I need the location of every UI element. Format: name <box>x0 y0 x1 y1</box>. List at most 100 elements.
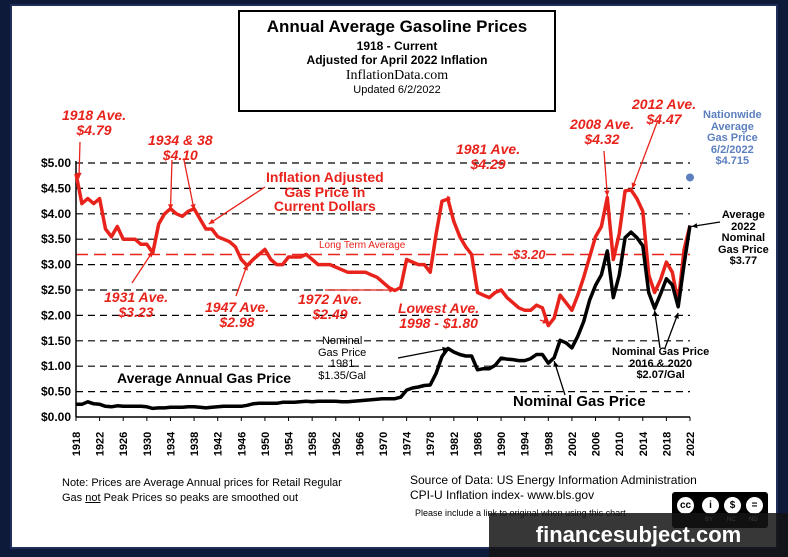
y-tick-label: $4.50 <box>41 181 71 195</box>
y-tick-label: $1.00 <box>41 359 71 373</box>
arrow-head <box>553 361 559 368</box>
noncommercial-icon: $ <box>724 497 741 514</box>
nominal-price-line <box>76 225 692 411</box>
cc-icon: cc <box>677 497 694 514</box>
annotation-line: 1981 <box>329 358 355 371</box>
x-tick-label: 1998 <box>543 432 555 456</box>
annotation-arrow <box>631 119 659 189</box>
x-tick-label: 1922 <box>95 432 107 456</box>
x-tick-label: 1970 <box>378 432 390 456</box>
annotation-line: Gas Price <box>718 243 769 256</box>
x-tick-label: 1938 <box>189 432 201 456</box>
annotation-nominal-label: Nominal Gas Price <box>513 394 646 410</box>
source-line-1: Source of Data: US Energy Information Ad… <box>410 473 697 487</box>
annotation-line: 1998 - $1.80 <box>399 314 478 331</box>
arrow-head <box>631 182 637 189</box>
x-tick-label: 1966 <box>354 432 366 456</box>
annotation-arrow <box>664 312 679 349</box>
y-tick-label: $2.00 <box>41 308 71 322</box>
arrow-head <box>691 223 698 229</box>
annotation-line: $3.77 <box>729 255 758 268</box>
arrow-head <box>604 190 610 197</box>
annotation-arrow <box>78 141 81 179</box>
annotation-1972: 1972 Ave. $2.49 <box>298 292 362 321</box>
annotation-line: 1981 Ave. <box>456 141 521 157</box>
annotation-lowest: Lowest Ave. 1998 - $1.80 <box>398 301 479 330</box>
annotation-line: Nominal Gas Price <box>612 346 710 358</box>
y-tick-label: $0.50 <box>41 385 71 399</box>
annotation-arrow <box>183 159 195 210</box>
annotation-line: 1947 Ave. <box>205 299 270 315</box>
attribution-icon: i <box>702 497 719 514</box>
annotation-line: Average Annual Gas Price <box>117 370 292 386</box>
x-tick-label: 1930 <box>142 432 154 456</box>
series-lines <box>74 173 694 411</box>
x-tick-label: 1982 <box>449 432 461 456</box>
annotation-arrow <box>653 310 661 349</box>
annotation-1918: 1918 Ave. $4.79 <box>62 108 126 137</box>
x-tick-label: 1986 <box>472 432 484 456</box>
y-tick-labels: $0.00 $0.50 $1.00 $1.50 $2.00 $2.50 $3.00 $3.50… <box>41 156 71 424</box>
annotation-line: Gas Price <box>318 346 367 359</box>
annotation-line: Current Dollars <box>273 198 376 215</box>
annotation-2008: 2008 Ave. $4.32 <box>570 117 634 146</box>
y-tick-label: $3.00 <box>41 258 71 272</box>
x-tick-label: 1946 <box>236 432 248 456</box>
x-tick-label: 1994 <box>520 431 532 456</box>
annotation-arrow <box>397 347 449 359</box>
y-tick-label: $3.50 <box>41 232 71 246</box>
annotation-line: $2.49 <box>312 305 348 322</box>
annotation-1981: 1981 Ave. $4.29 <box>456 142 520 171</box>
arrow-head <box>168 204 174 210</box>
annotation-line: Average <box>710 120 754 133</box>
annotation-line: $4.32 <box>584 130 620 147</box>
annotation-inflation: Inflation Adjusted Gas Price in Current Do… <box>266 170 384 214</box>
footer-note-1: Note: Prices are Average Annual prices f… <box>62 477 342 489</box>
annotation-line: $2.98 <box>219 313 255 330</box>
annotation-arrow <box>235 264 248 297</box>
annotation-line: 2008 Ave. <box>570 116 635 132</box>
x-tick-label: 1958 <box>307 432 319 456</box>
x-tick-label: 1974 <box>402 431 414 456</box>
x-tick-label: 1954 <box>284 431 296 456</box>
annotation-arrow <box>169 159 173 210</box>
annotation-1931: 1931 Ave. $3.23 <box>104 290 168 319</box>
annotation-line: Nominal <box>721 232 766 245</box>
annotation-nominal2016: Nominal Gas Price 2016 & 2020 $2.07/Gal <box>612 346 710 382</box>
annotation-ltaval: $3.20 <box>513 248 546 262</box>
x-tick-labels: 1918 1922 1926 1930 1934 1938 1942 1946 1950 1954… <box>71 431 697 456</box>
annotation-line: 1931 Ave. <box>104 289 169 305</box>
x-tick-label: 1950 <box>260 432 272 456</box>
annotation-line: $4.79 <box>76 121 112 138</box>
annotation-line: Nominal <box>321 335 363 347</box>
x-tick-label: 1990 <box>496 432 508 456</box>
annotation-line: Nationwide <box>703 109 762 121</box>
annotation-2012: 2012 Ave. $4.47 <box>632 97 696 126</box>
source-line-2: CPI-U Inflation index- www.bls.gov <box>410 488 595 502</box>
watermark-banner: financesubject.com <box>489 513 788 557</box>
chart-subtitle-range: 1918 - Current <box>356 39 438 53</box>
annotation-line: 1972 Ave. <box>298 291 363 307</box>
annotation-line: 2022 <box>731 220 756 233</box>
annotation-lta: Long Term Average <box>317 240 408 252</box>
annotation-nominal1981: Nominal Gas Price 1981 $1.35/Gal <box>318 335 367 382</box>
x-tick-label: 1934 <box>165 431 177 456</box>
x-tick-label: 1978 <box>425 432 437 456</box>
annotation-line: $3.20 <box>513 247 546 262</box>
arrow-head <box>76 172 82 179</box>
x-tick-label: 1918 <box>71 432 83 456</box>
annotation-line: Lowest Ave. <box>398 300 480 316</box>
arrow-head <box>542 318 549 324</box>
axes <box>75 161 691 421</box>
x-tick-label: 2010 <box>614 432 626 456</box>
annotation-line: Long Term Average <box>319 240 406 251</box>
annotation-arrow <box>208 186 266 225</box>
annotation-line: 1918 Ave. <box>62 107 127 123</box>
annotation-line: Inflation Adjusted <box>266 169 384 185</box>
arrow-head <box>242 264 248 271</box>
arrow-head <box>389 287 395 293</box>
annotation-1934: 1934 & 38 $4.10 <box>148 133 213 162</box>
arrow-head <box>442 346 448 353</box>
x-tick-label: 2018 <box>661 432 673 456</box>
